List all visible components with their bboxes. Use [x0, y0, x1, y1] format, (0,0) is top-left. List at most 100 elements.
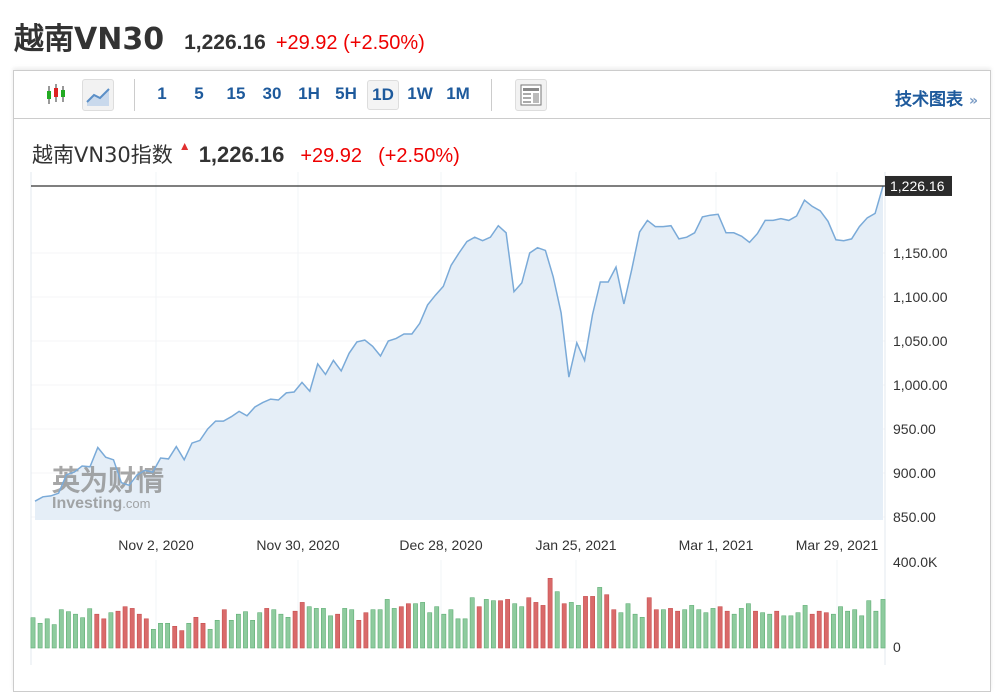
volume-bar — [306, 606, 312, 649]
interval-1w[interactable]: 1W — [407, 84, 433, 103]
volume-bar — [583, 596, 588, 649]
last-price-label: 1,226.16 — [890, 178, 945, 194]
y-tick-label: 1,050.00 — [893, 333, 948, 349]
volume-bar — [122, 606, 128, 649]
area-chart-button[interactable] — [82, 79, 114, 111]
interval-30[interactable]: 30 — [262, 84, 282, 103]
volume-bar — [335, 613, 340, 649]
y-tick-label: 950.00 — [893, 421, 936, 437]
volume-bar — [498, 600, 503, 649]
volume-bar — [625, 603, 631, 649]
volume-bar — [384, 599, 390, 649]
volume-bar — [788, 615, 794, 649]
volume-bar — [455, 618, 461, 649]
price-chart[interactable]: 850.00 900.00 950.00 1,000.00 1,050.00 1,100.… — [0, 0, 998, 678]
volume-bar — [611, 609, 617, 649]
interval-1d[interactable]: 1D — [367, 80, 399, 110]
volume-bar — [66, 611, 71, 649]
chart-toolbar: 1 5 15 30 1H 5H 1D 1W 1M 技术图表 » — [14, 71, 990, 119]
instrument-header: 越南VN30 1,226.16 +29.92 (+2.50%) — [14, 14, 425, 58]
volume-bar — [830, 613, 836, 649]
volume-bar — [653, 609, 659, 649]
volume-bar — [151, 628, 156, 649]
price-change: +29.92 (+2.50%) — [275, 32, 425, 54]
toolbar-divider — [134, 79, 135, 111]
volume-tick-label: 400.0K — [893, 554, 938, 570]
volume-bar — [299, 602, 305, 649]
volume-bar — [441, 613, 447, 649]
volume-bar — [519, 606, 525, 649]
x-tick-label: Nov 30, 2020 — [256, 537, 339, 553]
volume-bar — [710, 608, 716, 649]
volume-bar — [873, 610, 879, 649]
volume-bar — [58, 609, 64, 649]
double-chevron-right-icon: » — [968, 93, 978, 109]
volume-bar — [823, 612, 829, 649]
volume-bar — [158, 622, 163, 649]
volume-bar — [377, 609, 383, 649]
volume-bar — [214, 619, 220, 649]
volume-bar — [618, 612, 624, 649]
volume-bar — [866, 600, 872, 649]
volume-bar — [575, 605, 581, 649]
volume-bar — [51, 624, 57, 649]
volume-bar — [94, 613, 100, 649]
volume-bar — [774, 610, 780, 649]
interval-1h[interactable]: 1H — [298, 84, 320, 103]
volume-bar — [80, 617, 85, 649]
chart-panel: 1 5 15 30 1H 5H 1D 1W 1M 技术图表 » 越南VN30指数 … — [13, 70, 991, 692]
chart-percent-change: (+2.50%) — [378, 145, 460, 167]
volume-bar — [512, 603, 518, 649]
volume-bar — [179, 630, 185, 649]
technical-chart-label: 技术图表 — [894, 90, 963, 110]
volume-bar — [689, 605, 695, 649]
volume-bar — [391, 608, 397, 649]
technical-chart-link[interactable]: 技术图表 » — [895, 85, 978, 110]
volume-bar — [285, 616, 291, 649]
last-price-label-bg — [885, 175, 952, 196]
chart-price-change: +29.92 — [300, 145, 363, 167]
volume-bar — [717, 606, 723, 649]
volume-bar — [243, 611, 248, 649]
y-tick-label: 1,000.00 — [893, 377, 948, 393]
volume-bar — [533, 602, 539, 649]
volume-bar — [802, 605, 808, 649]
volume-bar — [413, 603, 418, 649]
volume-bar — [675, 610, 680, 649]
interval-1m[interactable]: 1M — [446, 84, 470, 103]
watermark-logo: 英为财情 — [52, 464, 164, 497]
chart-last-price: 1,226.16 — [198, 142, 285, 167]
x-tick-label: Mar 1, 2021 — [679, 537, 754, 553]
interval-5[interactable]: 5 — [194, 84, 204, 103]
volume-bar — [696, 609, 702, 649]
volume-bar — [505, 599, 510, 649]
candlestick-chart-button[interactable] — [40, 79, 72, 111]
volume-bar — [462, 618, 468, 649]
interval-1[interactable]: 1 — [157, 84, 167, 103]
volume-bar — [682, 609, 688, 649]
volume-bar — [292, 610, 298, 649]
chart-title-bar: 越南VN30指数 ▲ 1,226.16 +29.92 (+2.50%) — [32, 139, 460, 169]
volume-bar — [816, 610, 822, 649]
toolbar-divider — [491, 79, 492, 111]
interval-15[interactable]: 15 — [226, 84, 246, 103]
volume-bar — [73, 613, 78, 649]
volume-bar — [328, 615, 333, 649]
volume-bar — [597, 587, 603, 649]
volume-bar — [320, 608, 326, 649]
interval-5h[interactable]: 5H — [335, 84, 357, 103]
volume-bar — [207, 628, 213, 649]
volume-bar — [526, 597, 532, 649]
layout-button[interactable] — [515, 79, 547, 111]
volume-bar — [200, 622, 206, 649]
x-tick-label: Dec 28, 2020 — [399, 537, 482, 553]
volume-bar — [668, 608, 673, 649]
volume-bar — [236, 613, 241, 649]
volume-bar — [427, 612, 433, 649]
volume-bar — [87, 608, 93, 649]
price-line — [34, 185, 884, 502]
candlestick-icon — [47, 84, 65, 104]
area-chart-icon — [86, 88, 110, 106]
volume-bar — [845, 610, 850, 649]
price-area-fill — [35, 186, 883, 520]
